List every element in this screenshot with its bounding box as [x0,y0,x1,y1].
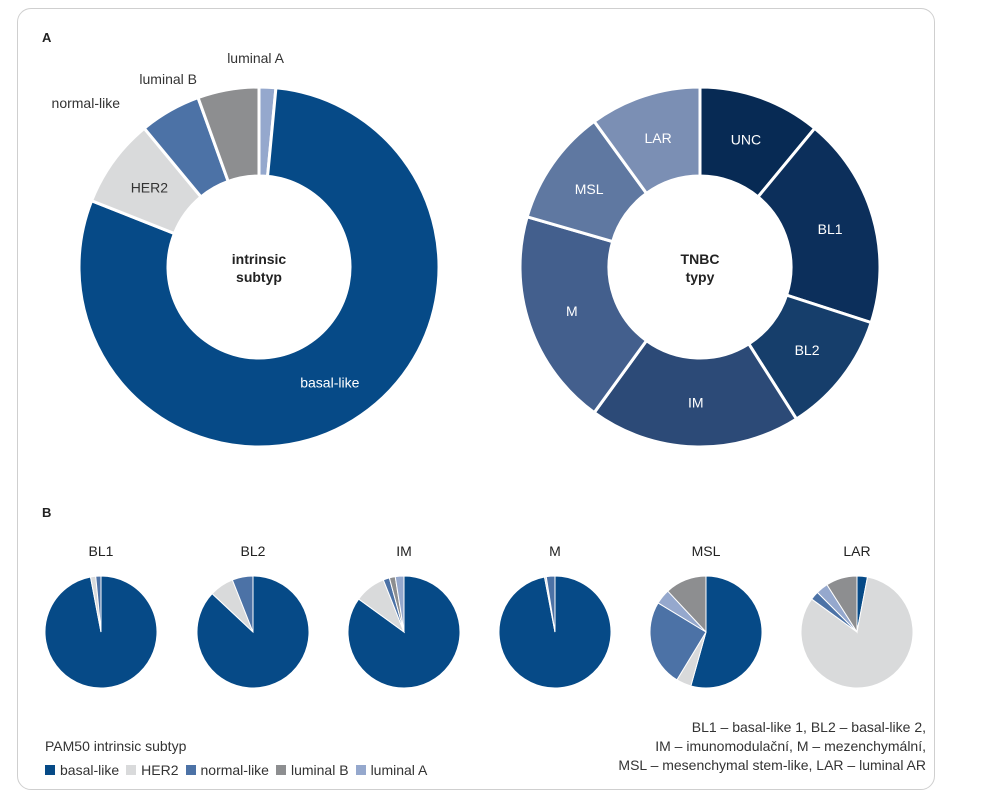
pie-slice-luminal-b [826,575,858,634]
pie-title-msl: MSL [692,543,721,559]
legend: basal-like HER2 normal-like luminal B lumina… [45,762,427,778]
pie-slice-basal-like [690,575,763,689]
slice-label-lar: LAR [645,130,672,146]
pie-chart-2: UNC BL1 BL2 IM M MSL LAR TNBC typy [518,85,882,449]
chart-layer: luminal A basal-like HER2 normal-like lumina… [44,50,914,689]
pie-slice-m [518,214,649,415]
legend-item-luminal-a: luminal A [355,762,428,778]
legend-label: luminal B [290,762,349,778]
pie-chart-4: BL2 [196,543,310,689]
pie-slice-normal-like [231,575,254,633]
slice-label-bl2: BL2 [795,342,820,358]
pie-slice-normal-like [545,575,556,633]
pie-slice-normal-like [95,575,102,633]
slice-label-m: M [566,303,578,319]
panel-a-label: A [42,30,52,45]
legend-label: normal-like [200,762,269,778]
pie-slice-normal-like [649,602,707,681]
slice-label-bl1: BL1 [818,221,843,237]
abbreviation-line-3: MSL – mesenchymal stem-like, LAR – lumin… [618,757,926,773]
slice-label-im: IM [688,394,704,410]
legend-swatch-luminal-a [355,765,366,775]
pie-chart-5: IM [347,543,461,689]
legend-label: HER2 [141,762,179,778]
slice-label-msl: MSL [575,181,604,197]
legend-item-basal-like: basal-like [45,762,119,778]
pie-title-bl1: BL1 [89,543,114,559]
abbreviation-line-1: BL1 – basal-like 1, BL2 – basal-like 2, [691,719,926,735]
pie-slice-luminal-a [394,575,405,633]
legend-swatch-luminal-b [275,765,286,775]
legend-swatch-normal-like [185,765,196,775]
pie-title-m: M [549,543,561,559]
legend-item-normal-like: normal-like [185,762,269,778]
abbreviation-line-2: IM – imunomodulační, M – mezenchymální, [655,738,926,754]
abbreviations-note: BL1 – basal-like 1, BL2 – basal-like 2, I… [618,718,926,775]
legend-label: luminal A [370,762,428,778]
pie-slice-basal-like [77,86,441,449]
pie-slice-bl1 [755,126,882,325]
center-label-line-2: typy [686,269,715,285]
slice-label-luminal-a: luminal A [227,50,284,66]
legend-item-luminal-b: luminal B [275,762,349,778]
slice-label-her2: HER2 [131,179,169,195]
panel-b-label: B [42,505,51,520]
pie-slice-lar [592,85,702,196]
legend-title: PAM50 intrinsic subtyp [45,738,187,754]
legend-swatch-her2 [126,765,137,775]
center-label-line-1: TNBC [681,251,720,267]
pie-chart-8: LAR [800,543,914,689]
pie-chart-3: BL1 [44,543,158,689]
legend-label: basal-like [60,762,120,778]
slice-label-basal-like: basal-like [300,375,359,391]
pie-slice-luminal-b [196,85,261,184]
pie-title-lar: LAR [843,543,870,559]
pie-chart-7: MSL [649,543,763,689]
center-label-line-2: subtyp [236,269,282,285]
legend-item-her2: HER2 [126,762,179,778]
pie-slice-luminal-b [667,575,707,634]
pie-chart-1: luminal A basal-like HER2 normal-like lumina… [52,50,441,449]
slice-label-normal-like: normal-like [52,95,121,111]
legend-swatch-basal-like [45,765,55,775]
pie-title-bl2: BL2 [241,543,266,559]
pie-chart-6: M [498,543,612,689]
center-label-line-1: intrinsic [232,251,287,267]
pie-title-im: IM [396,543,412,559]
slice-label-luminal-b: luminal B [139,71,197,87]
pie-slice-im [592,338,799,449]
slice-label-unc: UNC [731,132,761,148]
